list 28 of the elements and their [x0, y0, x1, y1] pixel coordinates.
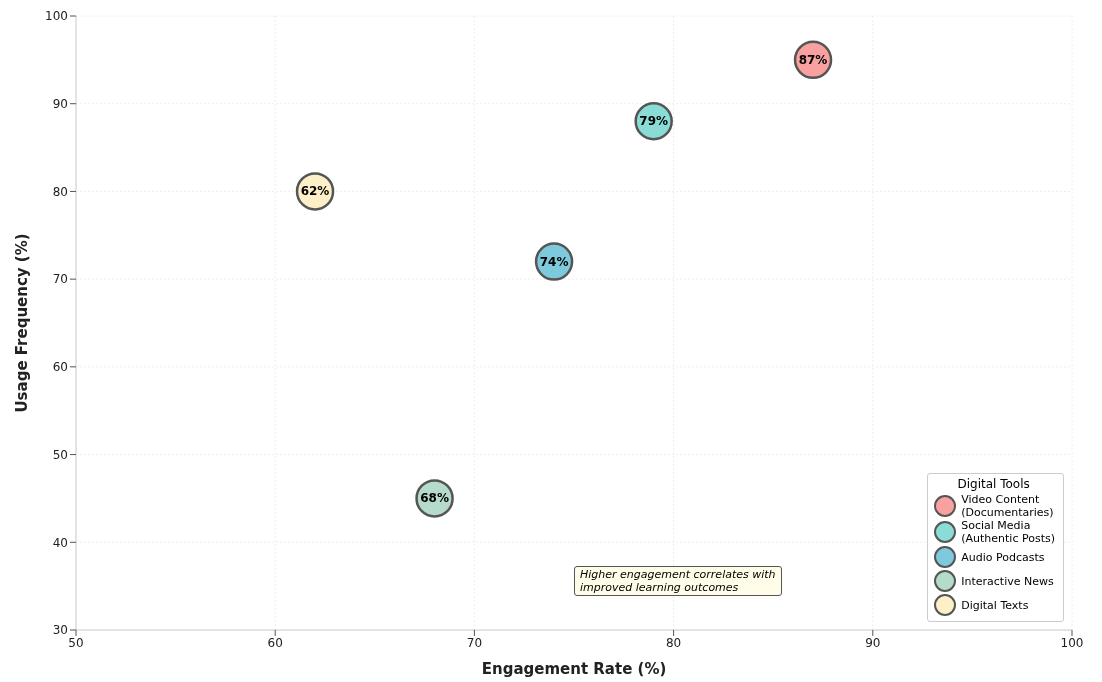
- x-axis-title: Engagement Rate (%): [481, 660, 667, 678]
- x-tick-label: 90: [865, 635, 881, 650]
- y-tick-label: 50: [52, 447, 68, 462]
- y-tick-label: 70: [52, 272, 68, 287]
- legend-label: Video Content (Documentaries): [961, 493, 1054, 519]
- legend-label: Interactive News: [961, 574, 1054, 588]
- annotation: 62%: [300, 184, 330, 199]
- x-tick-label: 70: [466, 635, 483, 650]
- annotation: 74%: [539, 254, 569, 269]
- annotation: 79%: [639, 114, 669, 129]
- x-tick-label: 50: [68, 635, 84, 650]
- y-tick-label: 80: [52, 184, 68, 199]
- legend-title: Digital Tools: [956, 477, 1031, 491]
- annotation: Higher engagement correlates with improved learning outcomes: [574, 565, 782, 596]
- legend-label: Audio Podcasts: [961, 550, 1045, 564]
- legend-label: Social Media (Authentic Posts): [961, 519, 1055, 545]
- annotation: 68%: [420, 491, 449, 506]
- y-axis-title: Usage Frequency (%): [13, 233, 32, 413]
- y-tick-label: 40: [52, 535, 68, 550]
- y-tick-label: 60: [52, 360, 68, 375]
- x-tick-label: 60: [267, 635, 283, 650]
- y-tick-label: 30: [52, 623, 68, 638]
- legend-label: Digital Texts: [961, 598, 1029, 612]
- annotation: 87%: [798, 52, 828, 67]
- x-tick-label: 100: [1060, 635, 1084, 650]
- y-tick-label: 90: [52, 96, 68, 111]
- y-tick-label: 100: [45, 9, 68, 24]
- x-tick-label: 80: [665, 635, 682, 650]
